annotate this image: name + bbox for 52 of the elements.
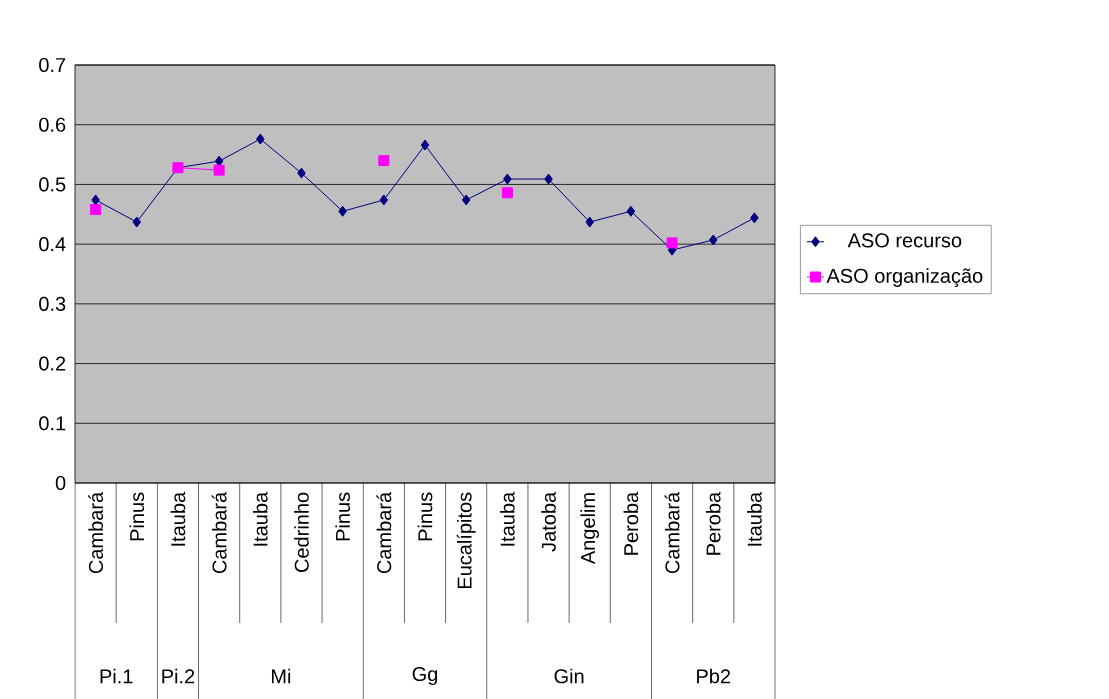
x-tick-label: Peroba xyxy=(705,491,721,555)
y-tick-label: 0.6 xyxy=(39,117,66,132)
y-tick-label: 0.4 xyxy=(39,237,66,252)
point xyxy=(256,133,265,145)
x-tick-label: Peroba xyxy=(623,491,639,555)
x-tick-label: Angelim xyxy=(580,493,600,565)
point xyxy=(379,194,389,206)
point xyxy=(585,216,594,228)
x-tick-label: Pinus xyxy=(129,492,145,541)
text: Pi.2 xyxy=(162,668,195,684)
point xyxy=(666,237,678,249)
point xyxy=(378,155,390,167)
text: Mi xyxy=(271,668,291,684)
x-tick-label: Eucalípitos xyxy=(456,492,476,589)
point xyxy=(750,212,759,224)
x-tick-label: Pinus xyxy=(335,492,350,541)
point xyxy=(214,155,224,167)
x-tick-label: Cambará xyxy=(664,491,680,574)
x-tick-label: Jatoba xyxy=(541,491,556,552)
point xyxy=(90,204,102,216)
x-tick-label: Cambará xyxy=(376,491,392,574)
text: Pb2 xyxy=(697,668,731,684)
x-tick-label: Itauba xyxy=(747,491,762,546)
legend-label: ASO organização xyxy=(826,268,983,287)
x-tick-label: Cedrinho xyxy=(294,492,309,572)
text: Pi.1 xyxy=(100,668,133,684)
point xyxy=(708,234,718,246)
point xyxy=(338,205,347,217)
point xyxy=(501,187,513,199)
text: Gin xyxy=(554,668,584,684)
point xyxy=(132,216,142,228)
y-tick-label: 0.3 xyxy=(39,296,66,311)
x-tick-label: Itauba xyxy=(170,491,186,546)
point xyxy=(297,167,306,179)
x-tick-label: Pinus xyxy=(417,492,433,541)
point xyxy=(626,205,636,217)
y-tick-label: 0.1 xyxy=(39,416,66,431)
y-tick-label: 0 xyxy=(55,475,66,491)
point xyxy=(420,139,430,151)
y-tick-label: 0.2 xyxy=(39,356,66,371)
point xyxy=(544,173,553,185)
y-tick-label: 0.7 xyxy=(39,57,66,73)
text: Gg xyxy=(412,666,438,686)
point xyxy=(213,164,225,176)
point xyxy=(461,194,471,206)
point xyxy=(503,173,512,185)
x-tick-label: Itauba xyxy=(500,491,515,546)
y-tick-label: 0.5 xyxy=(39,177,66,192)
x-tick-label: Cambará xyxy=(211,491,227,574)
x-tick-label: Cambará xyxy=(88,491,104,574)
legend-label: ASO recurso xyxy=(847,233,962,248)
x-tick-label: Itauba xyxy=(252,491,268,546)
